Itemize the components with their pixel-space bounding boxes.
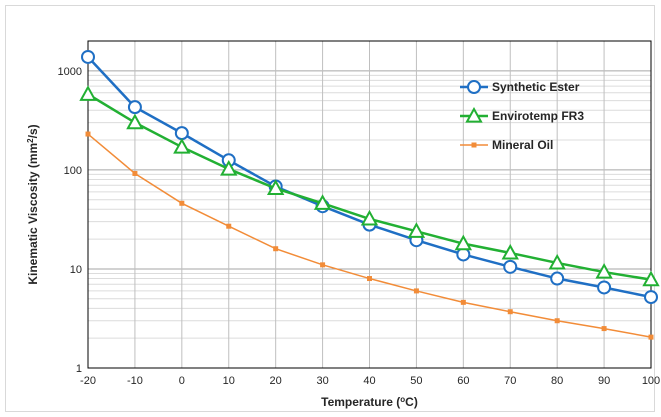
series-layer [79, 49, 660, 340]
data-point [454, 234, 473, 251]
plot-area [87, 40, 652, 369]
data-point [79, 85, 97, 101]
x-tick-label: -20 [80, 375, 96, 387]
x-tick-label: 0 [179, 375, 185, 387]
series-mineral-oil [85, 131, 654, 340]
data-point [456, 247, 471, 262]
x-tick-label: -10 [127, 375, 143, 387]
data-point [266, 179, 285, 196]
data-point [360, 209, 379, 226]
data-point [501, 243, 519, 260]
legend-entry: Synthetic Ester [460, 80, 580, 94]
data-point [367, 276, 372, 282]
data-point [644, 290, 658, 305]
data-point [460, 299, 466, 305]
data-point [174, 126, 189, 141]
data-point [503, 259, 518, 274]
data-point [313, 194, 332, 210]
legend-entry: Envirotemp FR3 [460, 106, 584, 123]
data-point [132, 170, 138, 176]
y-tick-label: 100 [64, 165, 82, 177]
data-point [85, 131, 91, 137]
data-point [273, 246, 279, 252]
x-tick-label: 30 [316, 375, 328, 387]
data-point [507, 309, 513, 315]
data-point [648, 334, 654, 340]
x-tick-label: 20 [270, 375, 282, 387]
x-tick-label: 100 [642, 375, 660, 387]
x-tick-label: 40 [363, 375, 375, 387]
legend-label: Mineral Oil [492, 138, 553, 152]
x-tick-label: 10 [223, 375, 235, 387]
x-tick-label: 80 [551, 375, 563, 387]
data-point [467, 80, 481, 94]
data-point [548, 253, 566, 270]
x-tick-label: 70 [504, 375, 516, 387]
x-tick-label: 60 [457, 375, 469, 387]
data-point [597, 280, 612, 295]
data-point [179, 200, 185, 206]
data-point [127, 100, 142, 115]
y-tick-label: 1000 [58, 66, 82, 78]
data-point [595, 263, 613, 279]
data-point [642, 270, 660, 287]
data-point [226, 223, 232, 229]
data-point [471, 142, 477, 148]
data-point [601, 326, 607, 332]
legend-label: Synthetic Ester [492, 80, 580, 94]
series-envirotemp-fr3 [79, 85, 660, 287]
data-point [465, 106, 483, 123]
data-point [81, 49, 95, 64]
data-point [220, 159, 238, 176]
x-tick-label: 50 [410, 375, 422, 387]
y-axis-title: Kinematic Viscosity (mm2/s) [26, 124, 41, 284]
data-point [126, 113, 144, 130]
data-point [407, 222, 426, 238]
data-point [320, 262, 326, 268]
legend-entry: Mineral Oil [460, 138, 553, 152]
data-point [413, 288, 419, 294]
data-point [550, 271, 565, 286]
data-point [554, 318, 560, 324]
y-tick-label: 10 [70, 264, 82, 276]
data-point [173, 137, 191, 154]
legend: Synthetic Ester Envirotemp FR3 Mineral Oil [460, 80, 584, 152]
x-axis-title: Temperature (oC) [321, 395, 418, 410]
x-tick-label: 90 [598, 375, 610, 387]
y-tick-label: 1 [76, 363, 82, 375]
legend-label: Envirotemp FR3 [492, 109, 584, 123]
